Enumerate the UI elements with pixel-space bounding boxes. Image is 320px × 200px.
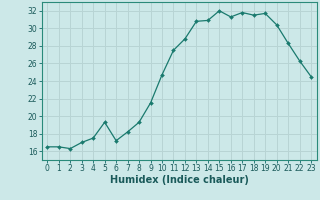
X-axis label: Humidex (Indice chaleur): Humidex (Indice chaleur): [110, 175, 249, 185]
